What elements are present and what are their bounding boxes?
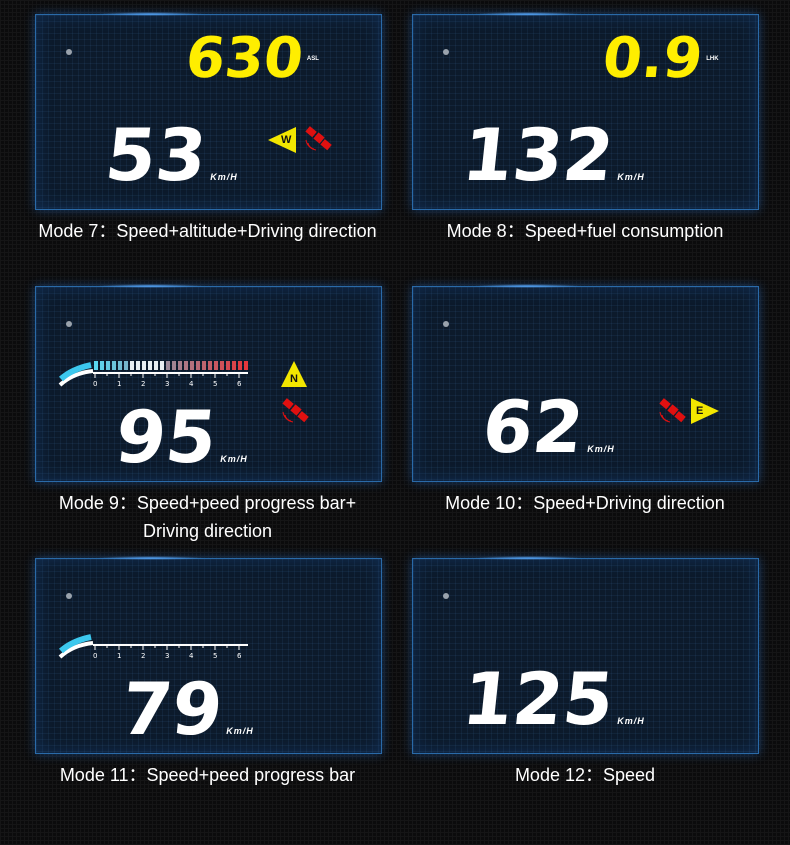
progress-segment: [244, 361, 248, 370]
progress-segment: [208, 361, 212, 370]
speed-readout: 79 Km/H: [118, 667, 254, 751]
progress-segment: [172, 361, 176, 370]
progress-segment: [106, 361, 110, 370]
progress-segment: [112, 361, 116, 370]
speed-progress-bar: 0 1 2 3 4 5 6: [58, 634, 248, 660]
indicator-dot: [443, 49, 449, 55]
indicator-dot: [443, 593, 449, 599]
speed-value: 53: [101, 113, 211, 197]
hud-panel-mode-7: 630 ASL 53 Km/H W: [35, 12, 382, 210]
indicator-dot: [66, 321, 72, 327]
mode-11-caption: Mode 11：Speed+peed progress bar: [59, 765, 356, 785]
hud-panel-mode-9: 0 1 2 3 4 5 6 95 Km/H N: [35, 284, 382, 482]
progress-segment: [130, 361, 134, 370]
progress-segment: [118, 361, 122, 370]
progress-segment: [94, 361, 98, 370]
progress-bar-start-arc: [58, 634, 92, 654]
progress-segment: [202, 361, 206, 370]
gps-satellite-icon: [305, 126, 332, 151]
tick-label: 6: [237, 652, 242, 660]
progress-segment: [124, 361, 128, 370]
caption-line-2: Driving direction: [142, 521, 273, 541]
tick-label: 2: [141, 652, 145, 660]
speed-unit: Km/H: [617, 716, 645, 726]
mode-9-caption: Mode 9：Speed+peed progress bar+ Driving …: [0, 489, 415, 545]
tick-label: 0: [93, 380, 97, 388]
speed-value: 132: [458, 113, 618, 197]
speed-value: 62: [478, 385, 588, 469]
speed-progress-bar: 0 1 2 3 4 5 6: [58, 361, 248, 388]
gps-satellite-icon: [282, 398, 309, 423]
progress-segment: [196, 361, 200, 370]
tick-label: 3: [165, 652, 169, 660]
speed-readout: 53 Km/H: [102, 113, 238, 197]
progress-segment: [148, 361, 152, 370]
tick-label: 3: [165, 380, 169, 388]
progress-segment: [238, 361, 242, 370]
gps-satellite-icon: [659, 398, 686, 423]
tick-label: 1: [117, 652, 121, 660]
speed-value: 79: [117, 667, 227, 751]
speed-value: 125: [458, 657, 618, 741]
speed-unit: Km/H: [226, 726, 254, 736]
indicator-dot: [443, 321, 449, 327]
altitude-unit: ASL: [306, 56, 319, 62]
tick-label: 2: [141, 380, 145, 388]
compass-east-icon: E: [691, 398, 719, 424]
tick-label: 0: [93, 652, 97, 660]
speed-unit: Km/H: [210, 172, 238, 182]
progress-segment: [178, 361, 182, 370]
hud-panel-mode-12: 125 Km/H: [412, 556, 759, 754]
indicator-dot: [66, 49, 72, 55]
tick-label: 5: [213, 380, 217, 388]
compass-west-icon: W: [268, 127, 296, 153]
fuel-unit: LHK: [706, 56, 719, 62]
progress-segment: [166, 361, 170, 370]
fuel-readout: 0.9 LHK: [599, 26, 719, 91]
hud-panel-mode-10: 62 Km/H E: [412, 284, 759, 482]
speed-readout: 132 Km/H: [459, 113, 645, 197]
progress-segment: [232, 361, 236, 370]
speed-readout: 62 Km/H: [479, 385, 615, 469]
progress-segment: [226, 361, 230, 370]
speed-readout: 95 Km/H: [112, 395, 248, 479]
tick-label: 1: [117, 380, 121, 388]
speed-unit: Km/H: [617, 172, 645, 182]
progress-bar-start-arc: [58, 362, 92, 382]
mode-10-caption: Mode 10：Speed+Driving direction: [445, 493, 725, 513]
progress-segment: [184, 361, 188, 370]
tick-label: 6: [237, 380, 242, 388]
altitude-readout: 630 ASL: [182, 26, 319, 91]
hud-panel-mode-8: 0.9 LHK 132 Km/H: [412, 12, 759, 210]
speed-unit: Km/H: [587, 444, 615, 454]
compass-north-icon: N: [281, 361, 307, 387]
speed-value: 95: [111, 395, 221, 479]
mode-8-caption: Mode 8：Speed+fuel consumption: [446, 221, 724, 241]
tick-label: 5: [213, 652, 217, 660]
progress-segment: [136, 361, 140, 370]
mode-7-caption: Mode 7：Speed+altitude+Driving direction: [38, 221, 377, 241]
progress-segment: [160, 361, 164, 370]
fuel-consumption-value: 0.9: [599, 26, 706, 91]
speed-readout: 125 Km/H: [459, 657, 645, 741]
indicator-dot: [66, 593, 72, 599]
progress-segment: [154, 361, 158, 370]
progress-segment: [214, 361, 218, 370]
hud-panel-mode-11: 0 1 2 3 4 5 6 79 Km/H: [35, 556, 382, 754]
tick-label: 4: [189, 652, 194, 660]
progress-segment: [142, 361, 146, 370]
progress-segment: [190, 361, 194, 370]
altitude-value: 630: [182, 26, 307, 91]
progress-segment: [220, 361, 224, 370]
caption-line-1: Mode 9：Speed+peed progress bar+: [58, 493, 357, 513]
mode-12-caption: Mode 12：Speed: [514, 765, 656, 785]
speed-unit: Km/H: [220, 454, 248, 464]
tick-label: 4: [189, 380, 194, 388]
progress-segment: [100, 361, 104, 370]
